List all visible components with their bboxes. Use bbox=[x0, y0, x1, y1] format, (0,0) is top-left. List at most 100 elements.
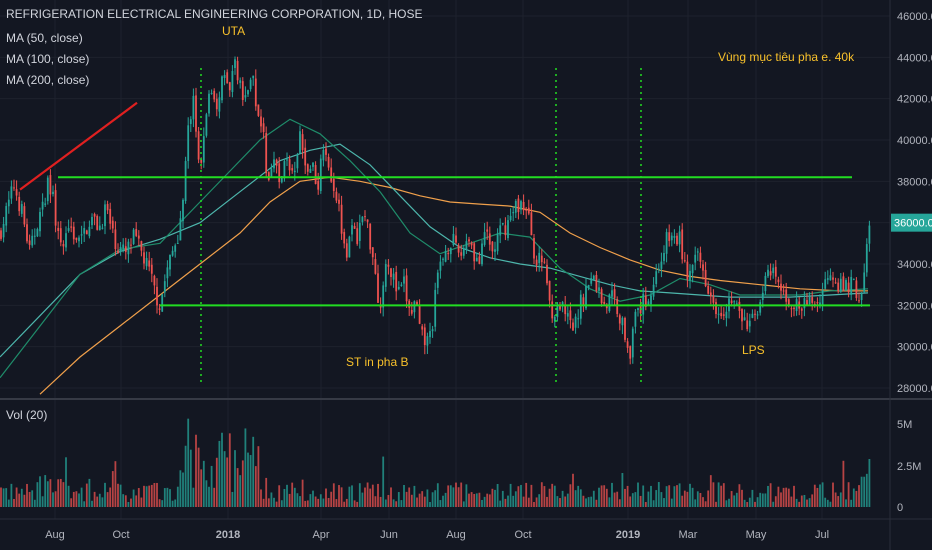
volume-bar bbox=[795, 498, 798, 507]
candle-body bbox=[858, 300, 860, 302]
candle-body bbox=[538, 252, 541, 264]
candle-body bbox=[590, 278, 593, 284]
volume-bar bbox=[777, 486, 780, 507]
candle-body bbox=[265, 132, 268, 174]
candle-body bbox=[644, 295, 647, 307]
ma200-legend[interactable]: MA (200, close) bbox=[6, 73, 90, 87]
candle-body bbox=[26, 224, 28, 242]
candle-body bbox=[137, 235, 140, 239]
volume-bar bbox=[449, 485, 452, 507]
candle-body bbox=[689, 270, 691, 281]
last-price-text: 36000.0 bbox=[894, 218, 932, 230]
volume-bar bbox=[780, 492, 782, 507]
time-tick-label: Aug bbox=[446, 529, 466, 541]
volume-bar bbox=[613, 492, 616, 507]
volume-bar bbox=[774, 496, 777, 507]
candle-body bbox=[49, 175, 52, 195]
volume-bar bbox=[304, 500, 307, 507]
volume-bar bbox=[109, 487, 112, 507]
volume-bar bbox=[462, 501, 465, 507]
volume-bar bbox=[572, 473, 574, 507]
volume-bar bbox=[67, 485, 70, 507]
candle-body bbox=[161, 294, 164, 312]
candle-body bbox=[496, 233, 499, 252]
volume-bar bbox=[704, 501, 707, 507]
candle-body bbox=[41, 201, 44, 210]
volume-bar bbox=[738, 484, 741, 507]
volume-bar bbox=[816, 487, 819, 507]
candle-body bbox=[655, 271, 658, 284]
volume-bar bbox=[655, 490, 658, 507]
volume-bar bbox=[569, 484, 572, 507]
volume-bar bbox=[540, 482, 543, 507]
volume-axis[interactable]: 5M 2.5M 0 bbox=[897, 419, 921, 514]
volume-bar bbox=[31, 490, 34, 507]
candle-body bbox=[304, 147, 307, 166]
candle-body bbox=[70, 226, 73, 228]
volume-bar bbox=[166, 487, 169, 507]
volume-legend[interactable]: Vol (20) bbox=[6, 408, 48, 422]
candle-body bbox=[629, 346, 632, 359]
symbol-title[interactable]: REFRIGERATION ELECTRICAL ENGINEERING COR… bbox=[6, 7, 423, 21]
volume-bar bbox=[299, 496, 301, 507]
lps-annotation[interactable]: LPS bbox=[742, 343, 765, 357]
uta-annotation[interactable]: UTA bbox=[222, 24, 246, 38]
st-annotation[interactable]: ST in pha B bbox=[346, 355, 409, 369]
candle-body bbox=[104, 204, 106, 227]
volume-bar bbox=[18, 493, 21, 507]
ma100-legend[interactable]: MA (100, close) bbox=[6, 52, 90, 66]
candle-body bbox=[65, 233, 67, 248]
volume-bar bbox=[457, 487, 460, 507]
volume-bar bbox=[169, 489, 171, 507]
volume-bar bbox=[197, 447, 200, 507]
volume-bar bbox=[494, 489, 496, 507]
volume-bar bbox=[361, 492, 364, 507]
volume-bar bbox=[720, 485, 723, 507]
candle-body bbox=[730, 300, 733, 304]
candle-body bbox=[413, 301, 416, 313]
volume-bar bbox=[325, 488, 327, 507]
volume-bar bbox=[124, 495, 127, 507]
volume-bar bbox=[213, 487, 216, 507]
volume-bar bbox=[265, 477, 268, 507]
candle-body bbox=[618, 315, 621, 324]
volume-bar bbox=[192, 487, 195, 507]
volume-bar bbox=[156, 482, 158, 507]
candle-body bbox=[364, 216, 366, 218]
volume-bar bbox=[616, 491, 619, 507]
volume-bar bbox=[730, 491, 733, 507]
candle-body bbox=[803, 298, 806, 309]
volume-bar bbox=[715, 501, 717, 507]
candle-body bbox=[374, 259, 377, 274]
volume-bar bbox=[10, 483, 13, 507]
candle-body bbox=[33, 235, 36, 237]
volume-bar bbox=[754, 501, 756, 507]
candle-body bbox=[202, 136, 205, 163]
volume-bar bbox=[257, 446, 260, 507]
candle-body bbox=[101, 227, 104, 229]
volume-bar bbox=[647, 491, 650, 507]
candle-body bbox=[600, 289, 603, 304]
target-zone-annotation[interactable]: Vùng mục tiêu pha e. 40k bbox=[718, 50, 855, 64]
ma50-legend[interactable]: MA (50, close) bbox=[6, 31, 83, 45]
candle-body bbox=[332, 178, 335, 192]
volume-bar bbox=[223, 451, 226, 507]
candle-body bbox=[517, 198, 520, 213]
candle-body bbox=[319, 158, 322, 191]
time-axis[interactable]: Aug Oct 2018 Apr Jun Aug Oct 2019 Mar May Jul bbox=[45, 529, 829, 541]
volume-bar bbox=[327, 497, 330, 507]
candle-body bbox=[761, 292, 764, 300]
candle-body bbox=[5, 206, 8, 226]
candle-body bbox=[109, 208, 112, 224]
volume-bar bbox=[790, 496, 793, 507]
candle-body bbox=[845, 280, 847, 290]
volume-bar bbox=[850, 499, 853, 507]
candle-body bbox=[54, 190, 57, 226]
volume-bar bbox=[608, 497, 611, 507]
volume-bar bbox=[431, 492, 434, 507]
volume-bar bbox=[405, 491, 408, 507]
volume-bar bbox=[104, 482, 106, 507]
candle-body bbox=[306, 164, 309, 172]
volume-bar bbox=[340, 487, 343, 507]
